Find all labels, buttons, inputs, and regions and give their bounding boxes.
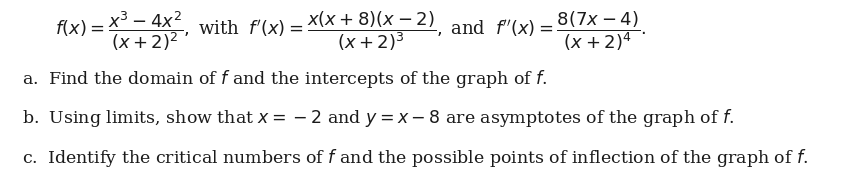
Text: $f(x) = \dfrac{x^3 - 4x^2}{(x+2)^2},\;$with $\;f'(x) = \dfrac{x(x+8)(x-2)}{(x+2): $f(x) = \dfrac{x^3 - 4x^2}{(x+2)^2},\;$w… [55, 10, 646, 53]
Text: c.$\;$ Identify the critical numbers of $f$ and the possible points of inflectio: c.$\;$ Identify the critical numbers of … [22, 147, 808, 169]
Text: a.$\;$ Find the domain of $f$ and the intercepts of the graph of $f$.: a.$\;$ Find the domain of $f$ and the in… [22, 68, 548, 89]
Text: b.$\;$ Using limits, show that $x = -2$ and $y = x - 8$ are asymptotes of the gr: b.$\;$ Using limits, show that $x = -2$ … [22, 107, 734, 129]
